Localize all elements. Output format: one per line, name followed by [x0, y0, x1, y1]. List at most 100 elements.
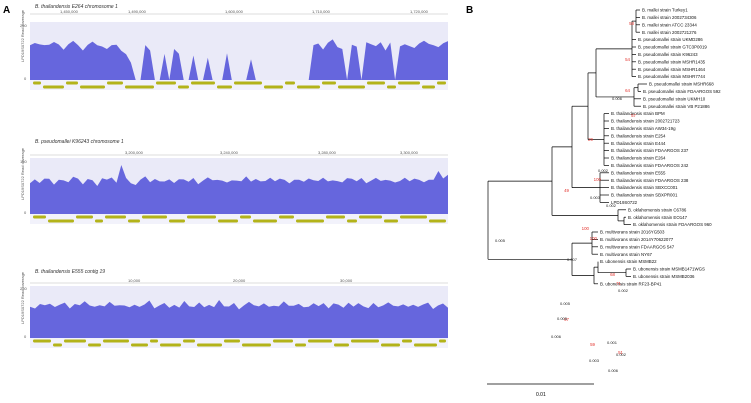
scale-bar-label: 0.01 — [536, 392, 546, 398]
bootstrap-value: 100 — [590, 236, 598, 241]
coverage-track-3: B. thailandensis E555 contig 19 10,000 2… — [20, 269, 448, 348]
phylogenetic-tree — [487, 9, 647, 285]
gene-arrow — [197, 343, 222, 347]
branch-length: 0.003 — [589, 358, 600, 363]
branch-length: 0.002 — [606, 203, 617, 208]
track-2-position-4: 3,300,000 — [400, 150, 419, 155]
tip-label: B. thailandensis strain 2002721723 — [611, 119, 680, 124]
gene-arrow — [285, 81, 295, 85]
track-1-position-4: 1,710,000 — [312, 9, 331, 14]
gene-arrow — [253, 219, 277, 223]
gene-arrow — [178, 85, 189, 89]
branch-length: 0.002 — [616, 352, 627, 357]
tip-label: B. multivorans strain 2014Y70622077 — [600, 237, 674, 242]
branch-length: 0.002 — [598, 168, 609, 173]
gene-arrow — [53, 343, 62, 347]
bootstrap-value: 49 — [564, 188, 569, 193]
gene-arrow — [347, 219, 357, 223]
gene-arrow — [169, 219, 185, 223]
tip-label: B. oklahomensis strain FDAARGOS 960 — [633, 222, 712, 227]
gene-arrow — [183, 339, 195, 343]
tip-label: B. pseudomallei strain K96243 — [638, 52, 698, 57]
tip-label: B. mallei strain ATCC 23344 — [642, 22, 697, 27]
tip-label: B. multivorans strain 2016YG503 — [600, 230, 665, 235]
tip-label: LPD19S0722 — [611, 200, 638, 205]
track-1-position-3: 1,600,000 — [225, 9, 244, 14]
bootstrap-value: 29 — [588, 137, 593, 142]
tip-label: B. pseudomallei strain GTC3P0019 — [638, 45, 707, 50]
gene-arrow — [76, 215, 93, 219]
bootstrap-value: 54 — [625, 57, 630, 62]
panel-b-label: B — [466, 5, 473, 16]
gene-arrow — [297, 85, 320, 89]
branch-length: 0.006 — [551, 334, 562, 339]
track-2-ruler: 3,200,000 3,240,000 3,280,000 3,300,000 — [30, 150, 448, 156]
tip-label: B. pseudomallei strain MSHR1464 — [638, 67, 706, 72]
tip-label: B. pseudomallei strain UKMD286 — [638, 37, 703, 42]
track-1-coverage-area — [30, 39, 448, 80]
gene-arrow — [131, 343, 148, 347]
track-1-position-2: 1,490,000 — [128, 9, 147, 14]
track-1-gene-strip — [30, 80, 448, 90]
gene-arrow — [160, 343, 181, 347]
tip-label: B. pseudomallei strain UKMH10 — [643, 96, 706, 101]
gene-arrow — [359, 215, 382, 219]
gene-arrow — [43, 85, 64, 89]
track-2-gene-strip — [30, 214, 448, 224]
tip-label: B. pseudomallei strain MSHR668 — [649, 82, 714, 87]
tip-label: B. multivorans strain NY67 — [600, 252, 653, 257]
track-1-y-max: 250 — [20, 23, 27, 28]
track-3-genes — [33, 339, 446, 347]
gene-arrow — [80, 85, 105, 89]
branch-length-labels: 0.006 0.002 0.003 0.002 0.005 0.007 0.002 0.005… — [495, 96, 629, 373]
tip-label: B. thailandensis strain FDAARGOS 242 — [611, 163, 689, 168]
tip-label: B. thailandensis strain SBXPR001 — [611, 193, 678, 198]
gene-arrow — [48, 219, 74, 223]
gene-arrow — [338, 85, 365, 89]
track-1-title: B. thailandensis E264 chromosome 1 — [35, 4, 118, 10]
gene-arrow — [125, 85, 154, 89]
tip-label: B. pseudomallei strain VB P21886 — [643, 104, 710, 109]
bootstrap-value: 51 — [618, 350, 623, 355]
gene-arrow — [150, 339, 158, 343]
panel-a-label: A — [3, 5, 10, 16]
scale-bar: 0.01 — [487, 383, 594, 398]
tip-labels: B. mallei strain Turkey1 B. mallei strain… — [600, 8, 721, 287]
gene-arrow — [422, 85, 435, 89]
tip-label: B. thailandensis strain AW34-19g — [611, 126, 676, 131]
tip-label: B. thailandensis strain E264 — [611, 156, 666, 161]
track-1-position-1: 1,450,000 — [60, 9, 79, 14]
coverage-track-2: B. pseudomallei K96243 chromosome 1 3,20… — [20, 139, 448, 224]
gene-arrow — [240, 215, 251, 219]
gene-arrow — [88, 343, 101, 347]
track-2-y-zero: 0 — [24, 210, 27, 215]
gene-arrow — [326, 215, 345, 219]
gene-arrow — [95, 219, 103, 223]
tip-label: B. mallei strain Turkey1 — [642, 8, 688, 13]
tip-label: B. ubonensis strain RF23-BP41 — [600, 281, 662, 286]
gene-arrow — [279, 215, 294, 219]
track-3-title: B. thailandensis E555 contig 19 — [35, 269, 105, 275]
gene-arrow — [264, 85, 283, 89]
tip-label: B. pseudomallei strain FDAARGOS 592 — [643, 89, 721, 94]
gene-arrow — [217, 85, 232, 89]
tip-label: B. thailandensis strain SBXCC001 — [611, 185, 678, 190]
gene-arrow — [218, 219, 238, 223]
gene-arrow — [224, 339, 240, 343]
gene-arrow — [128, 219, 140, 223]
gene-arrow — [381, 343, 400, 347]
gene-arrow — [33, 215, 46, 219]
branch-length: 0.005 — [560, 301, 571, 306]
gene-arrow — [187, 215, 216, 219]
tip-label: B. ubonensis strain MSMB2036 — [633, 274, 695, 279]
tip-label: B. thailandensis strain E254 — [611, 133, 666, 138]
tip-label: B. thailandensis strain E444 — [611, 141, 666, 146]
gene-arrow — [322, 81, 336, 85]
track-2-y-label: LPD19S0722 Read coverage — [20, 147, 25, 200]
tip-label: B. pseudomallei strain MSHR1435 — [638, 59, 706, 64]
track-3-position-3: 30,000 — [340, 278, 353, 283]
branch-length: 0.002 — [618, 288, 629, 293]
track-1-genes — [33, 81, 446, 89]
gene-arrow — [384, 219, 398, 223]
